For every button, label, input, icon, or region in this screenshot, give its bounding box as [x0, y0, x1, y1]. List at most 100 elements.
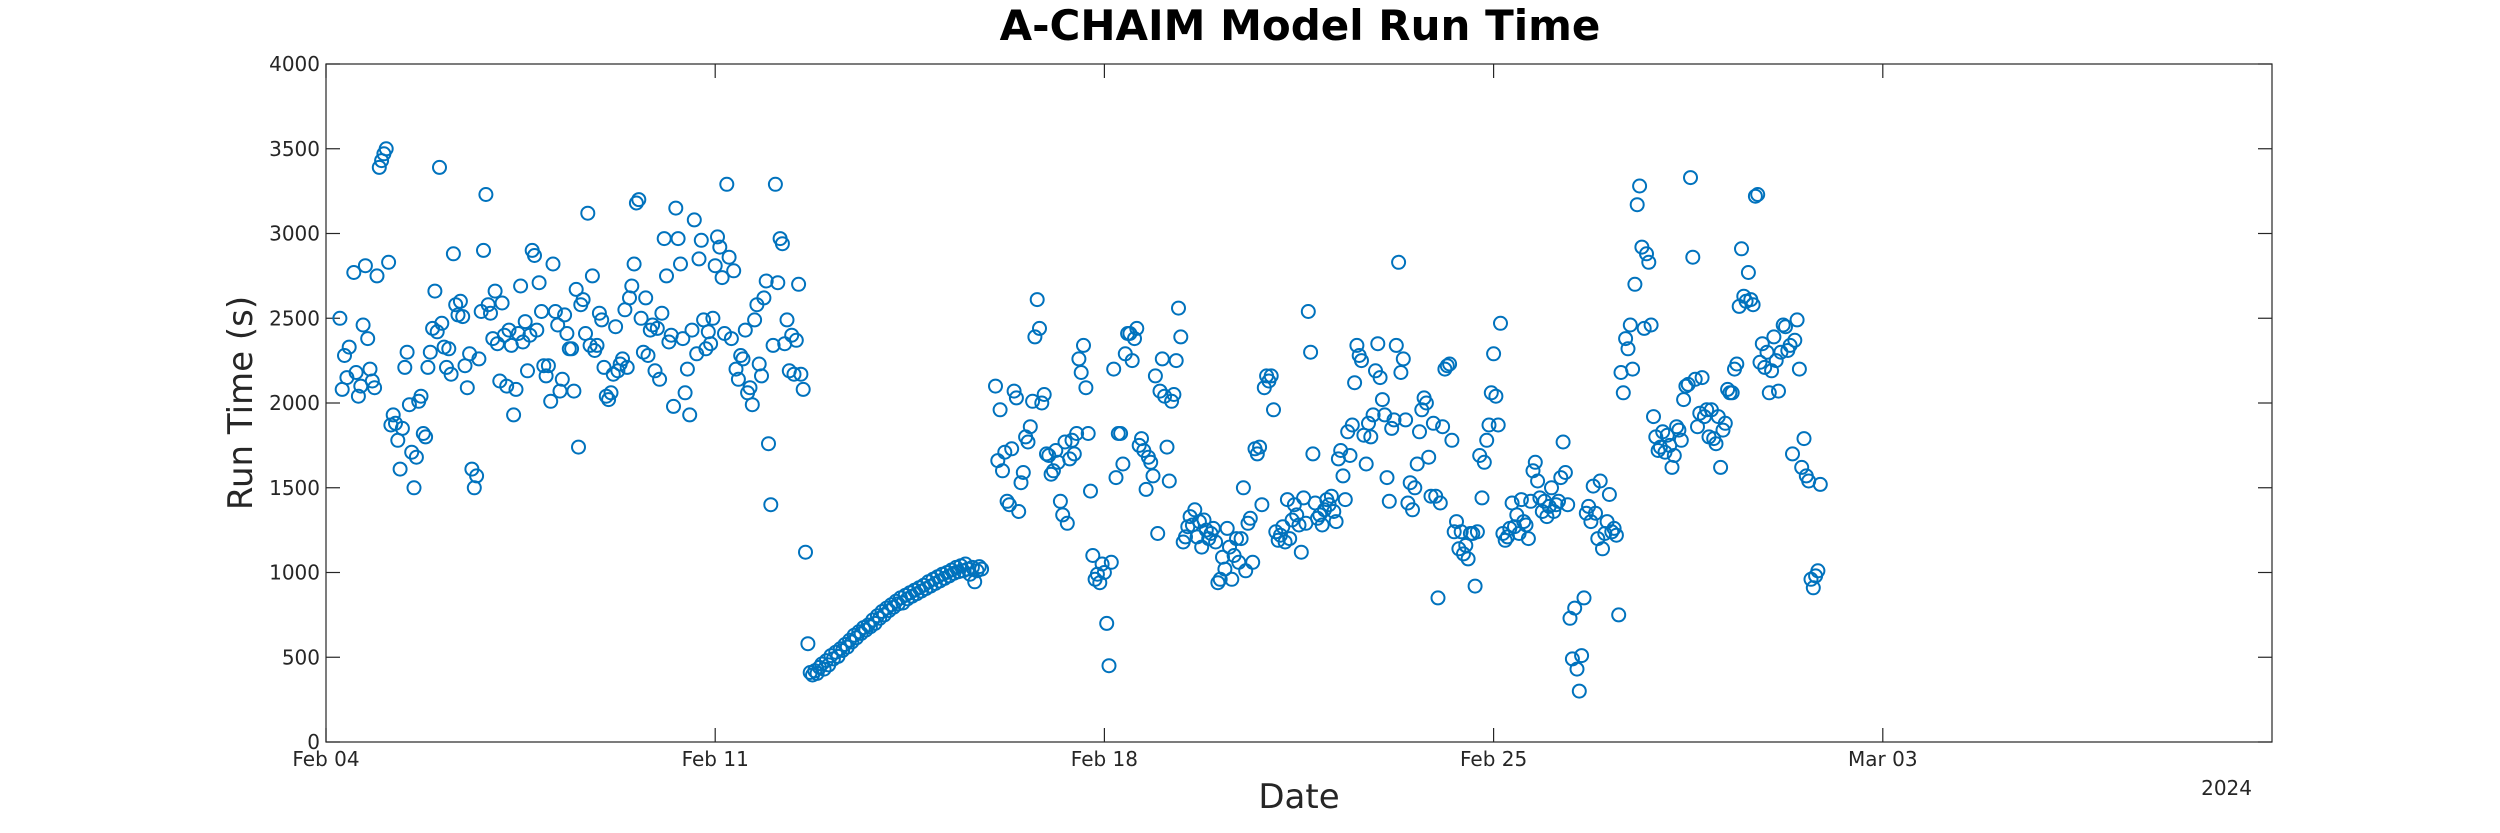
data-point [1282, 531, 1298, 547]
data-point [536, 358, 552, 374]
data-point [1370, 336, 1386, 352]
plot-area [325, 63, 2273, 743]
data-point [487, 283, 503, 299]
data-point [531, 275, 547, 291]
y-axis: 0 500 1000 1500 2000 2500 3000 3500 4000 [269, 52, 2272, 754]
data-point [1291, 517, 1307, 533]
data-point [1479, 432, 1495, 448]
data-point [591, 305, 607, 321]
data-point [1409, 456, 1425, 472]
data-point [1096, 565, 1112, 580]
data-point [1407, 480, 1423, 496]
data-point [1314, 517, 1330, 533]
data-point [1446, 524, 1462, 540]
data-point [1335, 468, 1351, 484]
data-point [406, 480, 422, 496]
x-tick-label: Feb 04 [292, 747, 359, 771]
data-point [1567, 600, 1583, 616]
data-point [496, 327, 512, 343]
y-axis-label: Run Time (s) [221, 296, 261, 510]
data-point [1796, 431, 1812, 447]
data-point [1671, 422, 1687, 438]
data-point [1196, 512, 1212, 528]
data-point [707, 258, 723, 274]
data-point [381, 254, 397, 270]
data-point [1444, 432, 1460, 448]
data-point [1124, 353, 1140, 369]
data-point [1527, 454, 1543, 470]
y-tick-label: 2000 [269, 391, 320, 415]
data-point [432, 159, 447, 175]
data-point [668, 200, 684, 216]
data-point [1085, 548, 1101, 563]
data-point [1625, 361, 1641, 377]
data-point [1530, 473, 1546, 489]
data-point [1293, 544, 1309, 560]
data-point [615, 351, 630, 367]
data-point [1323, 488, 1339, 504]
data-point [784, 327, 800, 343]
data-point [1513, 492, 1529, 508]
y-tick-label: 0 [307, 730, 320, 754]
data-point [1384, 420, 1400, 436]
x-tick-label: Mar 03 [1848, 747, 1918, 771]
data-point [1683, 170, 1698, 186]
data-point [719, 176, 735, 192]
data-point [1687, 371, 1703, 387]
data-points [332, 141, 1828, 699]
data-point [1381, 493, 1397, 509]
data-point [427, 283, 443, 299]
data-point [640, 348, 656, 363]
data-point [659, 268, 674, 284]
data-point [506, 407, 522, 423]
data-point [1388, 337, 1404, 353]
data-point [675, 331, 691, 347]
data-point [1233, 531, 1249, 547]
data-point [1632, 178, 1648, 194]
data-point [999, 493, 1015, 509]
data-point [791, 276, 807, 292]
x-axis-year-label: 2024 [2201, 776, 2252, 800]
data-point [1481, 417, 1497, 433]
data-point [1365, 407, 1381, 423]
data-point [337, 348, 352, 363]
y-tick-label: 3000 [269, 222, 320, 246]
data-point [1778, 319, 1793, 335]
data-point [1717, 415, 1733, 431]
data-point [661, 334, 677, 350]
data-point [1108, 470, 1124, 486]
data-point [1761, 385, 1777, 401]
data-point [1029, 292, 1045, 308]
data-point [758, 273, 774, 289]
data-point [1379, 470, 1395, 486]
data-point [1453, 524, 1469, 540]
data-point [1013, 475, 1029, 491]
data-point [1810, 563, 1826, 579]
data-point [1083, 483, 1098, 499]
data-point [705, 310, 721, 326]
data-point [761, 436, 776, 452]
data-point [367, 380, 383, 396]
data-point [1627, 276, 1643, 292]
data-point [721, 249, 737, 265]
data-point [566, 383, 582, 399]
data-point [1358, 456, 1374, 472]
data-point [483, 305, 498, 321]
data-point [1062, 451, 1078, 467]
data-point [1113, 426, 1129, 441]
data-point [452, 293, 468, 309]
data-point [1789, 312, 1805, 328]
data-point [1391, 254, 1407, 270]
data-point [1652, 439, 1668, 455]
data-point [538, 368, 554, 384]
data-point [1219, 520, 1235, 536]
data-point [867, 615, 883, 631]
data-point [1520, 531, 1536, 547]
data-point [1754, 336, 1770, 352]
data-point [1474, 490, 1490, 506]
data-point [1560, 497, 1576, 513]
data-point [1708, 436, 1724, 452]
data-point [494, 295, 510, 311]
data-point [631, 192, 647, 208]
data-point [647, 363, 663, 379]
